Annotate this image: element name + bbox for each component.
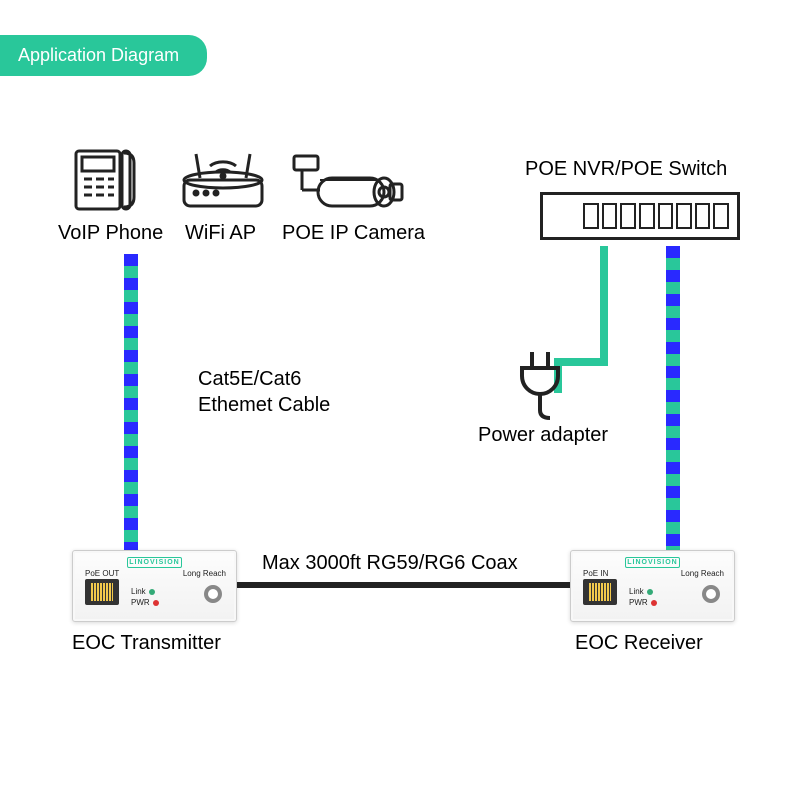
eoc-brand: LINOVISION bbox=[625, 557, 680, 568]
power-adapter-label: Power adapter bbox=[478, 424, 608, 447]
rj45-port-icon bbox=[85, 579, 119, 605]
eoc-leds: Link PWR bbox=[131, 586, 159, 608]
power-plug-icon bbox=[508, 348, 572, 420]
wifi-ap-icon bbox=[176, 148, 271, 218]
switch-label: POE NVR/POE Switch bbox=[525, 158, 727, 181]
eoc-tx-port-label: PoE OUT bbox=[85, 569, 119, 578]
switch-ports bbox=[583, 203, 729, 229]
switch-green-cable-1 bbox=[600, 246, 608, 366]
wifi-label: WiFi AP bbox=[185, 222, 256, 245]
poe-switch-icon bbox=[540, 192, 740, 240]
camera-label: POE IP Camera bbox=[282, 222, 425, 245]
voip-phone-icon bbox=[70, 145, 140, 215]
eoc-rx-port-label: PoE IN bbox=[583, 569, 608, 578]
eoc-leds: Link PWR bbox=[629, 586, 657, 608]
ethernet-label-1: Cat5E/Cat6 bbox=[198, 368, 301, 391]
bnc-port-icon bbox=[204, 585, 222, 603]
poe-camera-icon bbox=[290, 150, 410, 220]
bnc-port-icon bbox=[702, 585, 720, 603]
eoc-tx-label: EOC Transmitter bbox=[72, 632, 221, 655]
eoc-receiver: LINOVISION PoE IN Long Reach Link PWR bbox=[570, 550, 735, 622]
eoc-brand: LINOVISION bbox=[127, 557, 182, 568]
voip-label: VoIP Phone bbox=[58, 222, 163, 245]
page-title: Application Diagram bbox=[0, 35, 207, 76]
ethernet-cable-left bbox=[124, 254, 138, 550]
coax-label: Max 3000ft RG59/RG6 Coax bbox=[262, 552, 518, 575]
coax-cable bbox=[237, 582, 570, 588]
eoc-transmitter: LINOVISION PoE OUT Long Reach Link PWR bbox=[72, 550, 237, 622]
eoc-rx-label: EOC Receiver bbox=[575, 632, 703, 655]
ethernet-cable-right bbox=[666, 246, 680, 550]
eoc-long-reach-label: Long Reach bbox=[183, 569, 226, 578]
rj45-port-icon bbox=[583, 579, 617, 605]
eoc-long-reach-label: Long Reach bbox=[681, 569, 724, 578]
ethernet-label-2: Ethemet Cable bbox=[198, 394, 330, 417]
